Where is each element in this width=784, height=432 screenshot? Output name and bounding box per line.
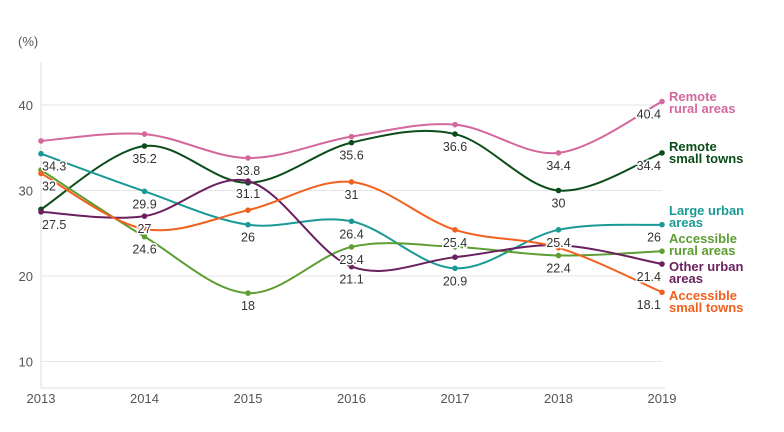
- data-point: [555, 227, 562, 233]
- y-tick-label: 10: [19, 355, 33, 370]
- legend-label: Accessible: [669, 231, 737, 246]
- data-point: [245, 155, 251, 161]
- data-point: [659, 289, 665, 296]
- data-point: [659, 221, 665, 228]
- data-point: [659, 248, 665, 255]
- data-point: [38, 138, 44, 144]
- data-point: [141, 213, 148, 219]
- data-point: [348, 244, 355, 250]
- legend-label: rural areas: [669, 243, 736, 258]
- y-axis-label: (%): [18, 34, 38, 49]
- x-tick-label: 2013: [27, 391, 56, 406]
- value-label: 33.8: [236, 164, 260, 178]
- value-label: 26: [647, 231, 661, 245]
- value-label: 21.1: [339, 273, 363, 287]
- y-tick-label: 40: [19, 98, 33, 113]
- legend-label: Remote: [669, 89, 717, 104]
- data-point: [348, 133, 355, 140]
- value-label: 21.4: [637, 270, 661, 284]
- value-label: 23.4: [339, 253, 363, 267]
- value-label: 25.4: [546, 236, 570, 250]
- x-tick-label: 2019: [648, 391, 677, 406]
- value-label: 34.4: [637, 159, 661, 173]
- value-label: 29.9: [132, 197, 156, 211]
- data-point: [659, 98, 665, 105]
- data-point: [659, 150, 665, 156]
- legend-label: Large urban: [669, 203, 744, 218]
- value-label: 26.4: [339, 227, 363, 241]
- data-point: [348, 179, 355, 185]
- value-label: 18.1: [637, 298, 661, 312]
- value-label: 27: [138, 222, 152, 236]
- data-point: [141, 188, 148, 195]
- data-point: [452, 121, 458, 128]
- data-point: [38, 209, 44, 215]
- value-label: 30: [552, 197, 566, 211]
- value-label: 31: [345, 188, 359, 202]
- value-label: 20.9: [443, 274, 467, 288]
- value-label: 35.6: [339, 149, 363, 163]
- data-point: [141, 233, 148, 240]
- value-label: 24.6: [132, 243, 156, 257]
- data-point: [555, 244, 562, 251]
- value-label: 34.4: [546, 159, 570, 173]
- data-point: [141, 143, 148, 149]
- data-point: [141, 131, 148, 137]
- value-label: 26: [241, 231, 255, 245]
- value-label: 27.5: [42, 218, 66, 232]
- data-point: [245, 207, 251, 213]
- value-label: 40.4: [637, 108, 661, 122]
- value-label: 31.1: [236, 187, 260, 201]
- data-point: [38, 150, 44, 157]
- value-label: 36.6: [443, 140, 467, 154]
- legend-label: small towns: [669, 300, 743, 315]
- data-point: [555, 150, 562, 156]
- y-tick-label: 30: [19, 184, 33, 199]
- legend-label: Other urban: [669, 259, 743, 274]
- legend-label: Remote: [669, 139, 717, 154]
- data-point: [452, 131, 458, 137]
- x-tick-label: 2017: [441, 391, 470, 406]
- value-label: 18: [241, 299, 255, 313]
- legend-label: areas: [669, 215, 703, 230]
- data-point: [141, 226, 148, 232]
- value-label: 22.4: [546, 261, 570, 275]
- x-tick-label: 2014: [130, 391, 159, 406]
- legend-label: rural areas: [669, 101, 736, 116]
- data-point: [452, 254, 458, 260]
- data-point: [245, 178, 251, 184]
- legend-label: Accessible: [669, 288, 737, 303]
- value-label: 25.4: [443, 236, 467, 250]
- legend-label: areas: [669, 271, 703, 286]
- y-tick-label: 20: [19, 269, 33, 284]
- data-point: [245, 290, 251, 296]
- data-point: [38, 170, 44, 177]
- value-label: 34.3: [42, 160, 66, 174]
- value-label: 35.2: [132, 152, 156, 166]
- data-point: [659, 261, 665, 267]
- x-tick-label: 2015: [234, 391, 263, 406]
- value-label: 32: [42, 179, 56, 193]
- legend-label: small towns: [669, 151, 743, 166]
- data-point: [348, 139, 355, 146]
- data-point: [348, 218, 355, 225]
- x-tick-label: 2018: [544, 391, 573, 406]
- data-point: [452, 227, 458, 233]
- data-point: [452, 265, 458, 272]
- x-tick-label: 2016: [337, 391, 366, 406]
- data-point: [555, 187, 562, 194]
- data-point: [245, 221, 251, 228]
- data-point: [452, 244, 458, 250]
- data-point: [555, 252, 562, 259]
- data-point: [348, 263, 355, 270]
